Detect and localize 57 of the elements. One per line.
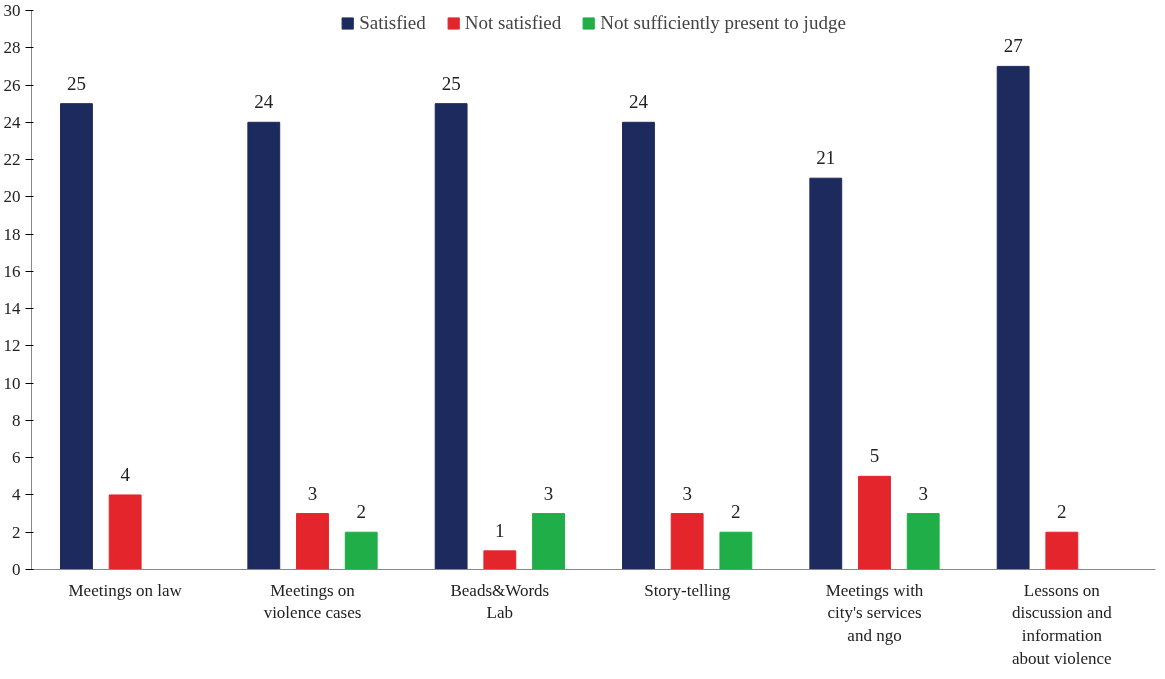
x-tick-label: Meetings with city's services and ngo (825, 580, 924, 646)
data-label: 3 (918, 482, 928, 504)
y-tick-label: 28 (3, 38, 21, 58)
y-tick-label: 10 (3, 373, 21, 393)
data-label: 1 (495, 519, 505, 541)
data-label: 3 (307, 482, 318, 504)
bar (670, 513, 704, 570)
x-tick-label: Meetings on law (68, 580, 183, 600)
y-tick-label: 4 (12, 485, 21, 505)
x-tick-label: Story-telling (644, 580, 731, 600)
y-tick-label: 22 (3, 150, 21, 170)
y-tick-label: 20 (3, 187, 21, 207)
y-tick-label: 30 (3, 1, 21, 20)
y-tick-label: 24 (3, 112, 21, 132)
bar (108, 494, 142, 570)
data-label: 25 (441, 72, 461, 94)
data-label: 2 (356, 501, 366, 523)
bar (344, 531, 378, 570)
bar (60, 103, 93, 570)
bar (247, 121, 281, 570)
legend-label: Not satisfied (464, 12, 562, 34)
bar (996, 65, 1030, 570)
legend-label: Not sufficiently present to judge (600, 12, 846, 34)
data-label: 2 (731, 501, 741, 523)
bar (1045, 531, 1079, 570)
bar (858, 475, 891, 570)
legend-label: Satisfied (359, 12, 426, 34)
y-tick-label: 18 (3, 224, 21, 244)
data-label: 2 (1057, 501, 1067, 523)
y-tick-label: 16 (3, 261, 21, 281)
bar (809, 177, 843, 570)
data-label: 5 (869, 445, 880, 467)
data-label: 24 (628, 91, 649, 113)
data-label: 3 (543, 482, 554, 504)
bar (532, 513, 565, 570)
y-tick-label: 26 (3, 75, 21, 95)
data-label: 27 (1003, 35, 1023, 57)
bar (719, 531, 753, 570)
bar (622, 121, 655, 570)
bar (296, 513, 329, 570)
y-tick-label: 2 (12, 522, 21, 542)
x-tick-label: Meetings on violence cases (263, 580, 362, 623)
y-tick-label: 8 (12, 410, 21, 430)
data-label: 3 (682, 482, 692, 504)
y-tick-label: 6 (12, 448, 21, 468)
x-tick-label: Lessons on discussion and information about violence (1012, 580, 1113, 668)
y-tick-label: 14 (3, 299, 21, 319)
x-tick-label: Beads&Words Lab (450, 580, 550, 623)
data-label: 4 (120, 463, 131, 485)
bar (906, 513, 940, 570)
data-label: 25 (66, 72, 86, 94)
bar (483, 550, 517, 570)
y-tick-label: 0 (12, 560, 21, 579)
data-label: 24 (254, 91, 274, 113)
y-tick-label: 12 (3, 336, 21, 356)
data-label: 21 (816, 147, 836, 169)
bar (434, 103, 468, 570)
